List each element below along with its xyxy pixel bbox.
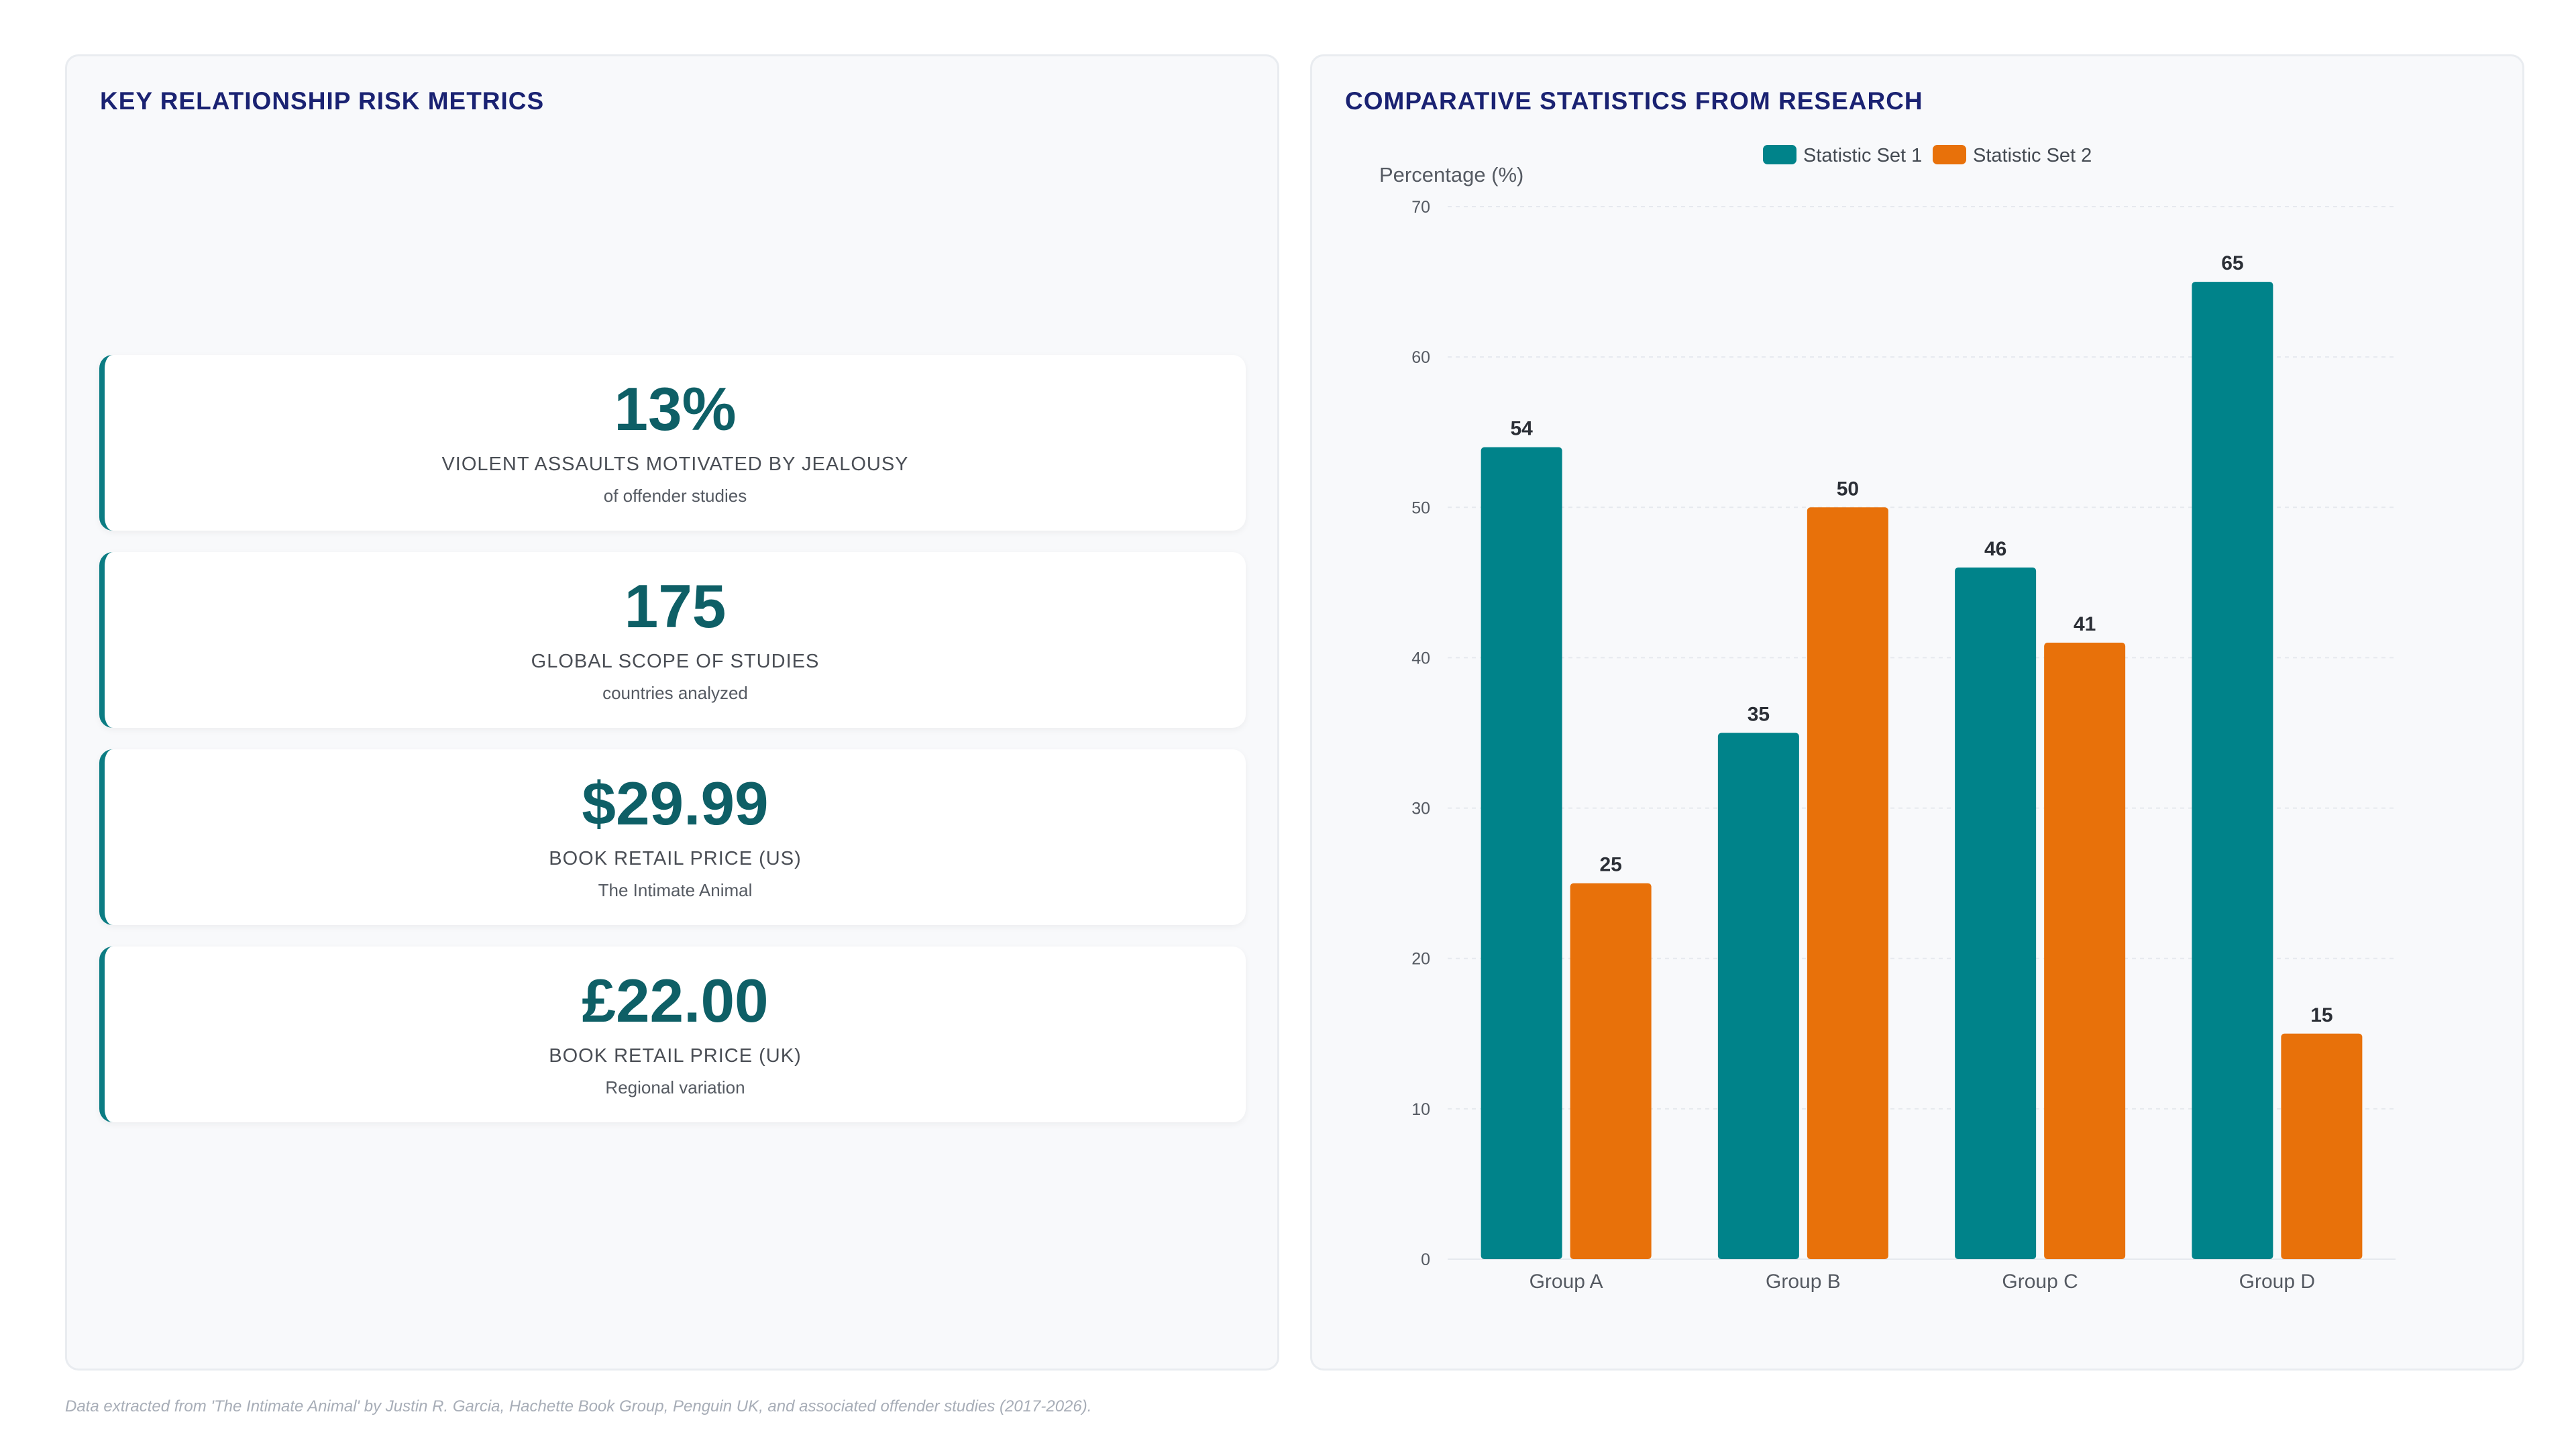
legend-swatch <box>1763 145 1796 164</box>
bar-data-label: 35 <box>1748 704 1770 726</box>
metric-card-jealousy: 13% VIOLENT ASSAULTS MOTIVATED BY JEALOU… <box>99 355 1246 531</box>
y-tick-label: 0 <box>1421 1250 1430 1269</box>
metric-subtext: The Intimate Animal <box>598 880 753 900</box>
metric-card-global-scope: 175 GLOBAL SCOPE OF STUDIES countries an… <box>99 552 1246 728</box>
y-tick-label: 70 <box>1411 198 1430 217</box>
bar <box>2281 1033 2363 1259</box>
bar-data-label: 41 <box>2074 613 2096 635</box>
y-tick-label: 50 <box>1411 498 1430 517</box>
metric-value: $29.99 <box>582 770 769 838</box>
metric-label: VIOLENT ASSAULTS MOTIVATED BY JEALOUSY <box>441 453 909 475</box>
legend-label: Statistic Set 2 <box>1973 145 2092 166</box>
bar-data-label: 65 <box>2221 252 2243 274</box>
metric-card-us-price: $29.99 BOOK RETAIL PRICE (US) The Intima… <box>99 749 1246 925</box>
bar-data-label: 15 <box>2310 1004 2332 1026</box>
y-tick-label: 60 <box>1411 348 1430 367</box>
bar <box>2044 643 2126 1259</box>
metric-subtext: countries analyzed <box>602 683 748 703</box>
bar-data-label: 50 <box>1837 478 1859 500</box>
x-tick-label: Group C <box>2002 1271 2078 1293</box>
source-footnote: Data extracted from 'The Intimate Animal… <box>65 1397 1092 1415</box>
bar <box>1717 733 1799 1259</box>
metric-subtext: of offender studies <box>603 486 747 506</box>
comparative-stats-title: COMPARATIVE STATISTICS FROM RESEARCH <box>1345 87 1923 115</box>
key-metrics-title: KEY RELATIONSHIP RISK METRICS <box>100 87 545 115</box>
y-tick-label: 10 <box>1411 1100 1430 1119</box>
metric-label: GLOBAL SCOPE OF STUDIES <box>531 651 820 672</box>
y-axis-label: Percentage (%) <box>1379 163 1523 186</box>
y-tick-label: 30 <box>1411 800 1430 818</box>
bar <box>1570 883 1652 1259</box>
metric-card-uk-price: £22.00 BOOK RETAIL PRICE (UK) Regional v… <box>99 947 1246 1122</box>
metric-label: BOOK RETAIL PRICE (US) <box>549 848 802 869</box>
metric-label: BOOK RETAIL PRICE (UK) <box>549 1045 802 1067</box>
bar <box>1807 507 1888 1260</box>
x-tick-label: Group A <box>1529 1271 1603 1293</box>
bar-data-label: 46 <box>1984 538 2006 560</box>
x-tick-label: Group B <box>1766 1271 1841 1293</box>
bar-chart: 0 10 20 30 40 50 60 70 Percentage (%) Statistic S… <box>1379 145 2396 1293</box>
y-tick-label: 20 <box>1411 950 1430 969</box>
bar <box>1955 567 2037 1259</box>
legend-label: Statistic Set 1 <box>1803 145 1922 166</box>
bar-data-label: 25 <box>1599 854 1621 876</box>
key-metrics-panel: KEY RELATIONSHIP RISK METRICS 13% VIOLEN… <box>65 54 1279 1371</box>
x-tick-label: Group D <box>2239 1271 2315 1293</box>
bar-data-label: 54 <box>1510 418 1533 440</box>
legend-swatch <box>1933 145 1966 164</box>
bar <box>1481 447 1562 1259</box>
bar <box>2192 282 2273 1260</box>
comparative-stats-panel: COMPARATIVE STATISTICS FROM RESEARCH 0 10… <box>1310 54 2524 1371</box>
metric-value: 13% <box>614 376 737 443</box>
metric-subtext: Regional variation <box>605 1077 745 1097</box>
metric-value: 175 <box>624 573 727 641</box>
y-tick-label: 40 <box>1411 649 1430 667</box>
metric-value: £22.00 <box>582 967 769 1035</box>
